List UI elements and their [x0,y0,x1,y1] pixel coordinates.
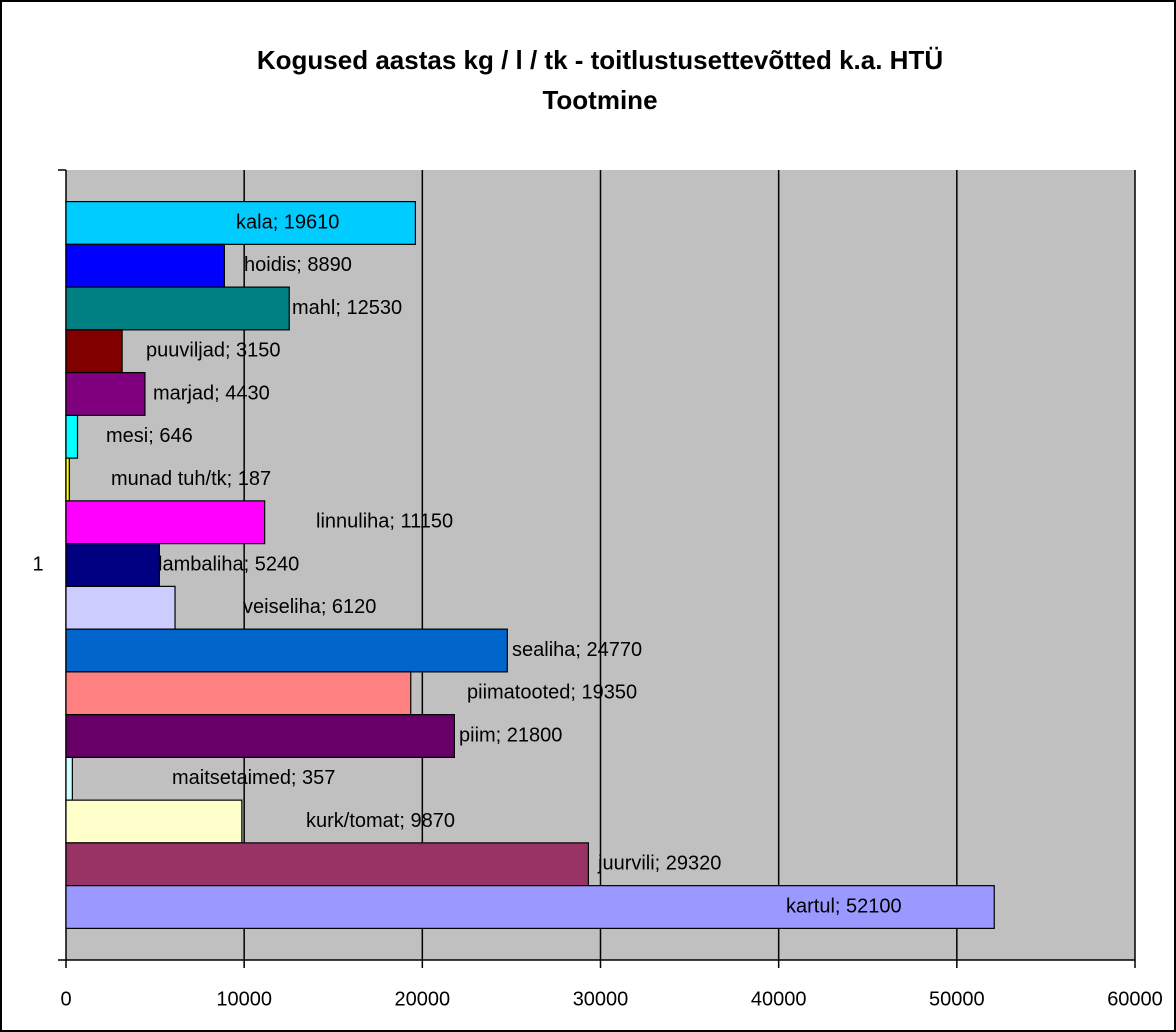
data-label: hoidis; 8890 [244,254,352,276]
bar [65,885,995,929]
data-label: veiseliha; 6120 [243,596,376,618]
data-label: puuviljad; 3150 [146,340,281,362]
bar [65,585,176,630]
bar [65,714,456,758]
x-tick-label: 60000 [1107,988,1163,1010]
data-label: juurvili; 29320 [597,853,721,875]
data-label: mahl; 12530 [292,297,402,319]
bar [65,628,508,673]
bar [65,799,243,844]
data-label: kala; 19610 [236,211,339,233]
bar [65,671,412,716]
data-label: linnuliha; 11150 [316,511,453,533]
data-label: mesi; 646 [106,425,193,447]
data-label: piim; 21800 [459,724,562,746]
data-label: sealiha; 24770 [512,639,642,661]
bar [65,842,589,887]
bar [65,500,266,545]
bar [65,201,416,245]
bar [65,457,70,502]
bar [65,414,79,459]
bar [65,329,123,374]
data-label: lambaliha; 5240 [158,553,299,575]
x-tick-label: 10000 [216,988,272,1010]
data-label: kartul; 52100 [786,895,902,917]
data-label: kurk/tomat; 9870 [306,810,455,832]
data-label: munad tuh/tk; 187 [111,468,271,490]
data-label: marjad; 4430 [153,382,270,404]
data-label: piimatooted; 19350 [467,682,637,704]
bar [65,243,225,288]
data-label: maitsetaimed; 357 [172,767,335,789]
x-tick-label: 30000 [573,988,629,1010]
x-tick-label: 40000 [751,988,807,1010]
y-tick-label: 1 [32,553,43,575]
bar [65,286,290,331]
bar [65,756,73,801]
x-tick-label: 50000 [929,988,985,1010]
bar [65,372,146,416]
x-tick-label: 0 [60,988,71,1010]
chart-title: Tootmine [542,85,657,115]
bar [65,543,160,587]
chart-title: Kogused aastas kg / l / tk - toitlustuse… [257,45,943,75]
x-tick-label: 20000 [395,988,451,1010]
